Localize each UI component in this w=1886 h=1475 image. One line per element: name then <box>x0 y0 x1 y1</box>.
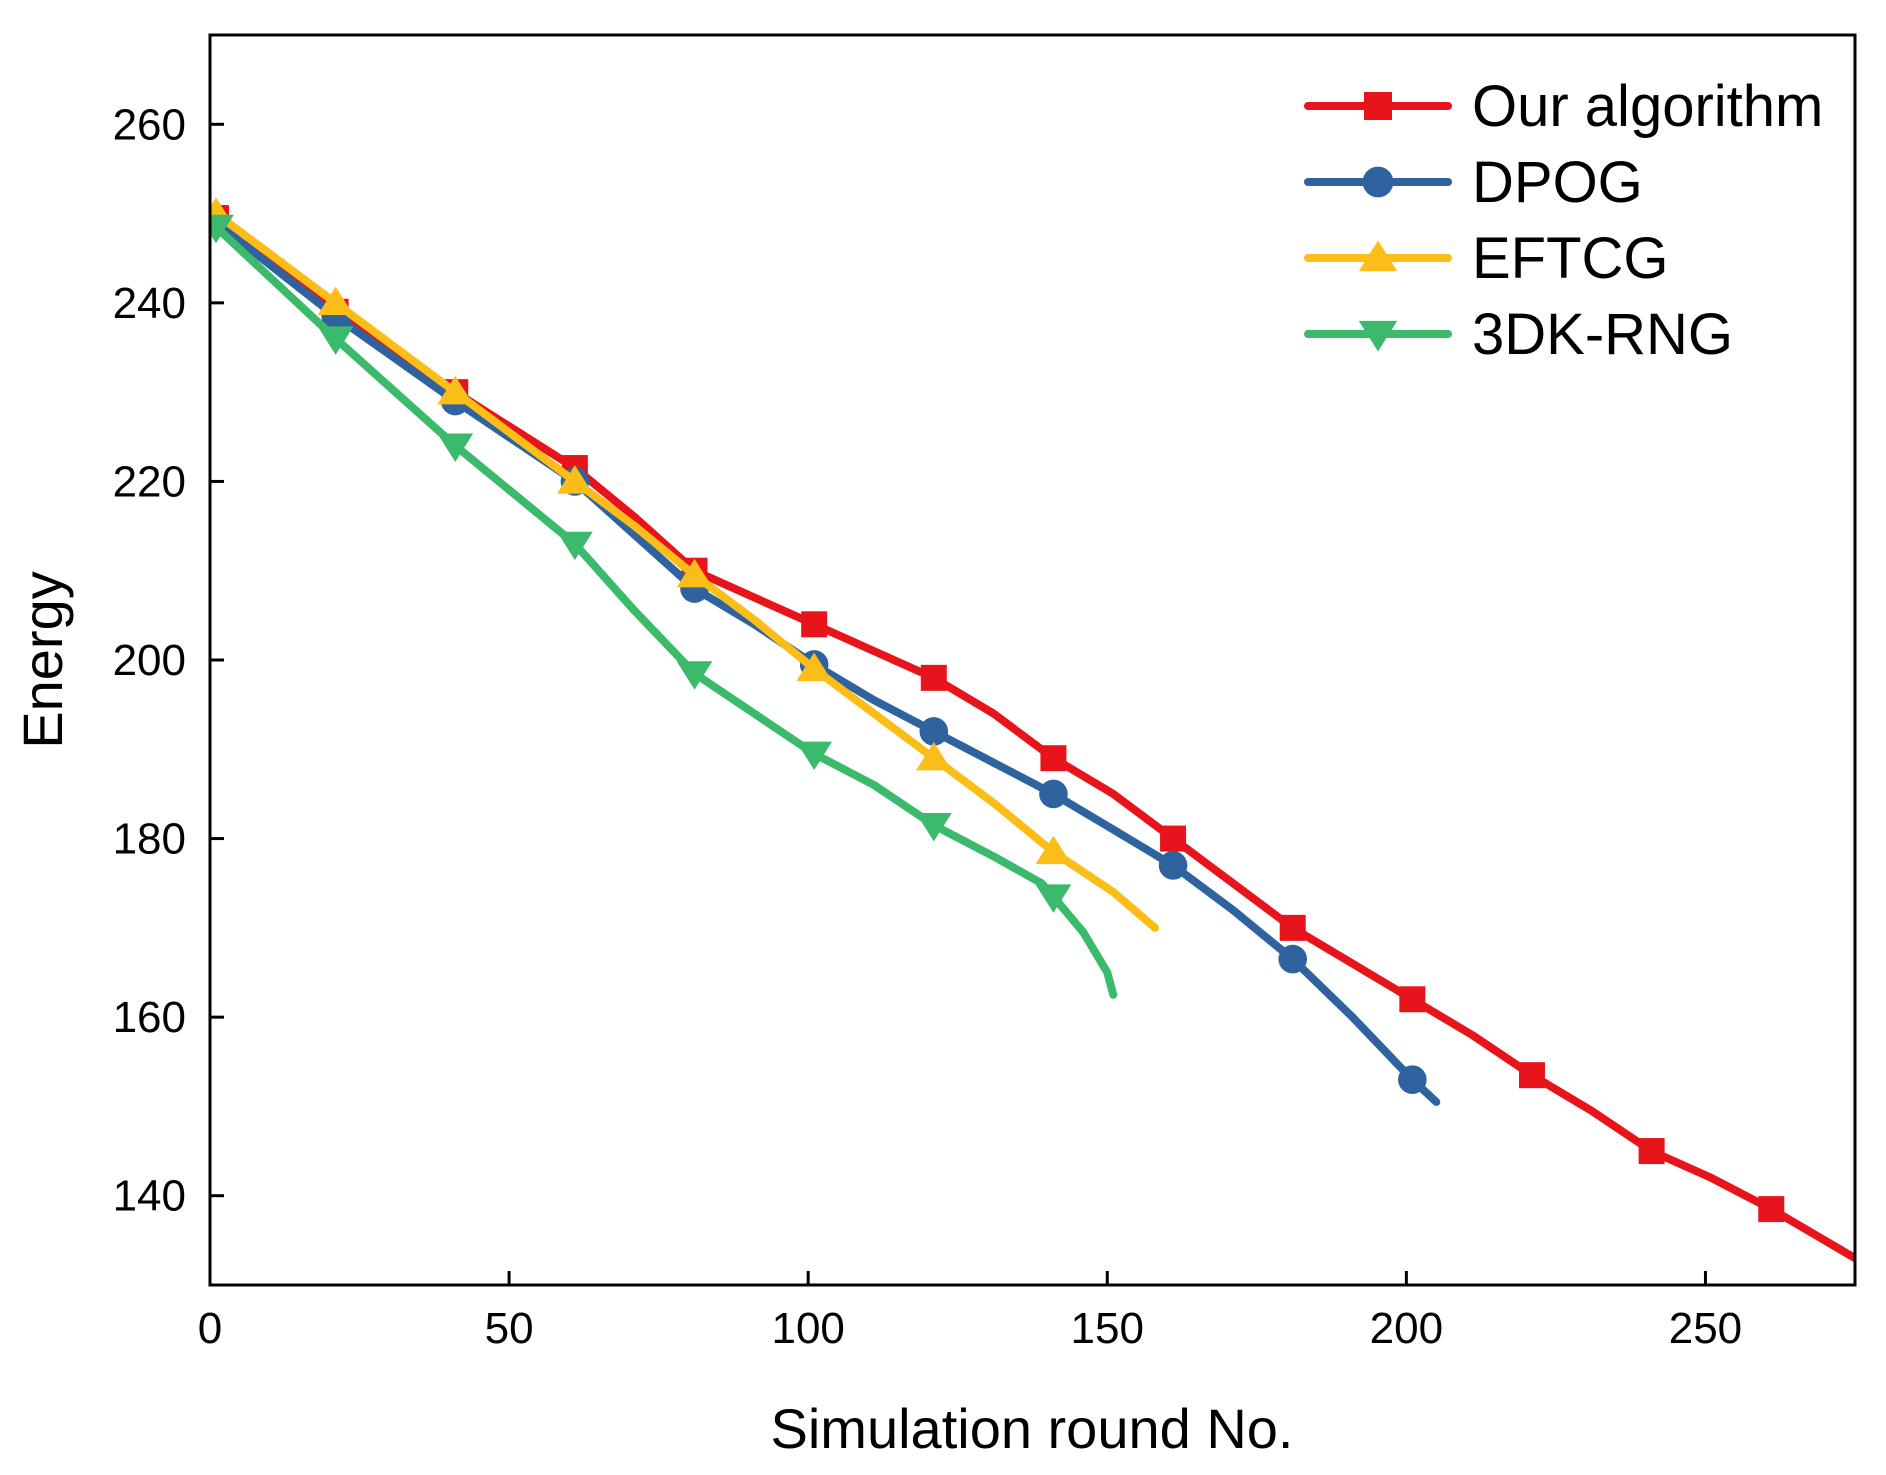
legend-item-3dk-rng: 3DK-RNG <box>1304 302 1733 367</box>
series-eftcg <box>210 197 1160 932</box>
data-point-eftcg <box>317 286 354 316</box>
legend-label: DPOG <box>1472 150 1643 215</box>
plot-frame <box>208 33 1857 1287</box>
legend-label: 3DK-RNG <box>1472 302 1733 367</box>
legend-swatch-marker <box>1362 166 1394 198</box>
data-point-our-algorithm <box>1279 914 1306 941</box>
x-tick-label: 50 <box>485 1304 534 1353</box>
data-point-3dk-rng <box>557 531 593 561</box>
data-point-our-algorithm <box>1399 986 1426 1013</box>
data-point-dpog <box>919 717 949 746</box>
legend-item-dpog: DPOG <box>1304 150 1643 215</box>
x-tick-label: 250 <box>1669 1304 1742 1353</box>
data-point-3dk-rng <box>317 326 354 355</box>
data-point-dpog <box>1039 779 1068 809</box>
series-line-eftcg <box>212 209 1160 932</box>
data-point-eftcg <box>796 652 833 682</box>
data-point-our-algorithm <box>1160 825 1187 852</box>
x-axis-label: Simulation round No. <box>771 1397 1294 1460</box>
data-point-dpog <box>1278 944 1308 974</box>
y-axis-ticks: 140 160 180 200 220 240 260 <box>113 100 224 1221</box>
series-3dk-rng <box>210 214 1118 999</box>
y-tick-label: 200 <box>113 636 186 685</box>
y-tick-label: 180 <box>113 815 186 864</box>
data-point-our-algorithm <box>1638 1138 1665 1165</box>
data-point-3dk-rng <box>437 433 474 462</box>
data-point-3dk-rng <box>915 812 952 842</box>
y-axis-label: Energy <box>11 571 74 748</box>
data-point-eftcg <box>1035 835 1072 865</box>
data-point-eftcg <box>676 558 713 588</box>
data-point-3dk-rng <box>210 214 234 244</box>
legend-swatch-marker <box>1358 240 1398 272</box>
y-tick-label: 140 <box>113 1172 186 1221</box>
x-tick-label: 150 <box>1071 1304 1144 1353</box>
data-point-our-algorithm <box>1040 745 1067 772</box>
series-layer <box>210 197 1855 1263</box>
x-tick-label: 0 <box>198 1304 222 1353</box>
legend-swatch-marker <box>1364 92 1392 120</box>
data-point-our-algorithm <box>1518 1062 1545 1089</box>
x-tick-label: 100 <box>771 1304 844 1353</box>
legend-item-eftcg: EFTCG <box>1304 226 1669 291</box>
data-point-eftcg <box>437 375 474 405</box>
series-line-3dk-rng <box>212 223 1118 999</box>
data-point-eftcg <box>557 465 593 494</box>
legend-item-our-algorithm: Our algorithm <box>1304 74 1823 139</box>
legend: Our algorithm DPOG EFTCG 3DK-RNG <box>1304 74 1823 367</box>
data-point-our-algorithm <box>801 611 828 638</box>
data-point-our-algorithm <box>920 664 947 691</box>
series-line-our-algorithm <box>212 214 1855 1263</box>
legend-label: EFTCG <box>1472 226 1669 291</box>
data-point-3dk-rng <box>676 661 713 690</box>
data-point-dpog <box>1158 851 1188 880</box>
data-point-3dk-rng <box>1035 884 1072 913</box>
data-point-eftcg <box>915 741 952 771</box>
axes-layer <box>208 33 1857 1287</box>
data-point-our-algorithm <box>1758 1196 1785 1223</box>
y-tick-label: 240 <box>113 279 186 328</box>
x-tick-label: 200 <box>1370 1304 1443 1353</box>
y-tick-label: 220 <box>113 457 186 506</box>
x-axis-ticks: 0 50 100 150 200 250 <box>198 1271 1742 1353</box>
legend-swatch-marker <box>1358 320 1398 352</box>
data-point-3dk-rng <box>796 741 833 770</box>
y-tick-label: 160 <box>113 993 186 1042</box>
y-tick-label: 260 <box>113 100 186 149</box>
data-point-dpog <box>1398 1065 1427 1094</box>
legend-label: Our algorithm <box>1472 74 1823 139</box>
